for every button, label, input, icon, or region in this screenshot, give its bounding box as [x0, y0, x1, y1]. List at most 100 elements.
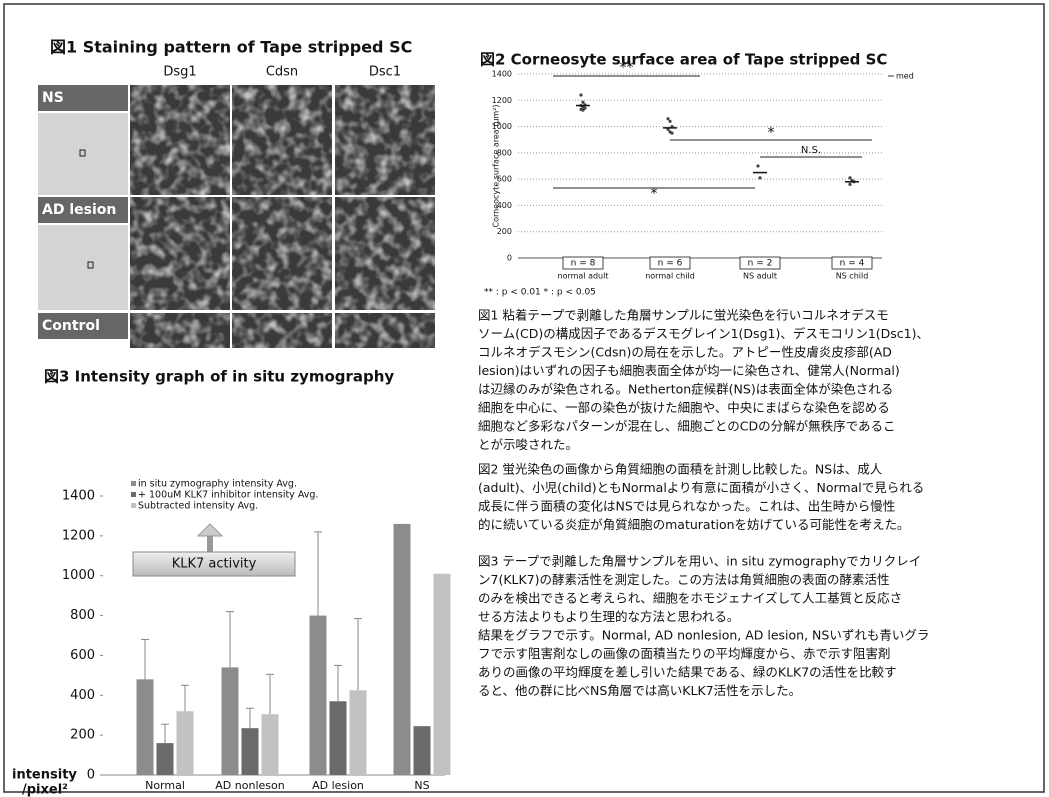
- annotation: KLK7 activity: [172, 557, 257, 572]
- y-tick-label: 600: [70, 648, 95, 663]
- n-label: n = 4: [840, 259, 865, 269]
- y-axis-label: /pixel²: [22, 783, 68, 797]
- bar: [222, 667, 239, 775]
- y-tick-label: 800: [70, 608, 95, 623]
- y-axis-label: intensity: [12, 768, 77, 783]
- significance-label: *: [651, 186, 658, 202]
- data-point: [758, 176, 761, 179]
- paragraph-line: (adult)、小児(child)ともNormalより有意に面積が小さく、Nor…: [478, 480, 924, 495]
- x-tick-label: AD nonleson: [215, 779, 284, 792]
- bar: [137, 679, 154, 775]
- data-point: [756, 164, 759, 167]
- skin-image: [38, 113, 128, 195]
- paragraph-line: 図1 粘着テープで剥離した角層サンプルに蛍光染色を行いコルネオデスモ: [478, 308, 889, 323]
- y-tick-label: 1400: [62, 489, 95, 504]
- fig1-title: 図1 Staining pattern of Tape stripped SC: [50, 38, 412, 57]
- column-label: Dsg1: [163, 65, 196, 80]
- legend-label: Subtracted intensity Avg.: [138, 501, 258, 512]
- n-label: n = 6: [658, 259, 683, 269]
- y-tick-label: 200: [70, 728, 95, 743]
- row-label: Control: [42, 318, 100, 334]
- paragraph-line: 的に続いている炎症が角質細胞のmaturationを妨げている可能性を考えた。: [478, 517, 910, 532]
- y-tick-label: 1000: [62, 568, 95, 583]
- x-tick-label: Normal: [145, 779, 185, 792]
- paragraph-line: フで示す阻害剤なしの画像の面積当たりの平均輝度から、赤で示す阻害剤: [478, 646, 891, 661]
- skin-image: [38, 225, 128, 310]
- bar: [242, 728, 259, 775]
- stain-image: [130, 197, 230, 310]
- arrow-head: [198, 524, 222, 536]
- legend-swatch: [131, 492, 136, 497]
- x-tick-label: normal child: [645, 272, 695, 281]
- legend-label: med: [896, 72, 914, 81]
- footnote: ** : p < 0.01 * : p < 0.05: [484, 288, 596, 298]
- paragraph-line: 細胞など多彩なパターンが混在し、細胞ごとのCDの分解が無秩序であるこ: [478, 419, 895, 434]
- paragraph-line: せる方法よりもより生理的な方法と思われる。: [478, 609, 739, 624]
- data-point: [848, 176, 851, 179]
- y-tick-label: 1200: [62, 528, 95, 543]
- y-tick-label: 0: [87, 768, 95, 783]
- x-tick-label: NS: [414, 779, 429, 792]
- bar: [157, 743, 174, 775]
- y-tick-label: 1400: [492, 70, 512, 79]
- paragraph-line: 結果をグラフで示す。Normal, AD nonlesion, AD lesio…: [478, 628, 929, 643]
- row-label: NS: [42, 90, 64, 106]
- x-tick-label: NS child: [836, 272, 869, 281]
- data-point: [848, 183, 851, 186]
- paragraph-line: ると、他の群に比べNS角層では高いKLK7活性を示した。: [478, 683, 801, 698]
- legend-swatch: [131, 503, 136, 508]
- x-tick-label: NS adult: [743, 272, 777, 281]
- stain-image: [232, 313, 332, 348]
- significance-label: *: [768, 125, 775, 141]
- legend-swatch: [131, 481, 136, 486]
- paragraph-line: 図2 蛍光染色の画像から角質細胞の面積を計測し比較した。NSは、成人: [478, 462, 883, 477]
- bar: [177, 711, 194, 775]
- data-point: [579, 93, 582, 96]
- paragraph-line: は辺縁のみが染色される。Netherton症候群(NS)は表面全体が染色される: [478, 382, 893, 397]
- y-tick-label: 1200: [492, 96, 512, 105]
- stain-image: [232, 85, 332, 195]
- fig3-title: 図3 Intensity graph of in situ zymography: [44, 368, 394, 386]
- paragraph-line: ソーム(CD)の構成因子であるデスモグレイン1(Dsg1)、デスモコリン1(Ds…: [478, 326, 929, 341]
- bar: [310, 616, 327, 775]
- bar: [414, 726, 431, 775]
- column-label: Dsc1: [369, 65, 401, 80]
- stain-image: [130, 85, 230, 195]
- fig2-title: 図2 Corneosyte surface area of Tape strip…: [480, 51, 887, 69]
- bar: [330, 701, 347, 775]
- row-label: AD lesion: [42, 202, 116, 218]
- data-point: [666, 117, 669, 120]
- n-label: n = 8: [571, 259, 596, 269]
- stain-image: [335, 85, 435, 195]
- bar: [434, 574, 451, 775]
- bar: [394, 524, 411, 775]
- paragraph-line: コルネオデスモシン(Cdsn)の局在を示した。アトピー性皮膚炎皮疹部(AD: [478, 345, 892, 360]
- x-tick-label: normal adult: [558, 272, 609, 281]
- bar: [350, 690, 367, 775]
- stain-image: [130, 313, 230, 348]
- paragraph-line: とが示唆された。: [478, 437, 578, 452]
- paragraph-line: lesion)はいずれの因子も細胞表面全体が均一に染色され、健常人(Normal…: [478, 363, 900, 378]
- y-axis-label: Corneocyte surface area (μm²): [492, 104, 501, 227]
- y-tick-label: 400: [70, 688, 95, 703]
- legend-label: + 100uM KLK7 inhibitor intensity Avg.: [138, 490, 318, 501]
- paragraph-line: ありの画像の平均輝度を差し引いた結果である、緑のKLK7の活性を比較す: [478, 665, 897, 680]
- data-point: [668, 120, 671, 123]
- stain-image: [232, 197, 332, 310]
- data-point: [670, 132, 673, 135]
- paragraph-line: 図3 テープで剥離した角層サンプルを用い、in situ zymographyで…: [478, 554, 921, 569]
- paragraph-line: のみを検出できると考えられ、細胞をホモジェナイズして人工基質と反応さ: [478, 591, 902, 606]
- legend-label: in situ zymography intensity Avg.: [138, 479, 297, 490]
- data-point: [581, 101, 584, 104]
- n-label: n = 2: [748, 259, 773, 269]
- x-tick-label: AD lesion: [312, 779, 364, 792]
- significance-label: **: [620, 60, 634, 76]
- paragraph-line: ン7(KLK7)の酵素活性を測定した。この方法は角質細胞の表面の酵素活性: [478, 572, 890, 587]
- column-label: Cdsn: [266, 65, 298, 80]
- paragraph-line: 成長に伴う面積の変化はNSでは見られなかった。これは、出生時から慢性: [478, 499, 895, 514]
- y-tick-label: 200: [497, 227, 512, 236]
- data-point: [581, 109, 584, 112]
- stain-image: [335, 313, 435, 348]
- paragraph-line: 細胞を中心に、一部の染色が抜けた細胞や、中央にまばらな染色を認める: [478, 400, 890, 415]
- significance-label: N.S.: [801, 145, 821, 156]
